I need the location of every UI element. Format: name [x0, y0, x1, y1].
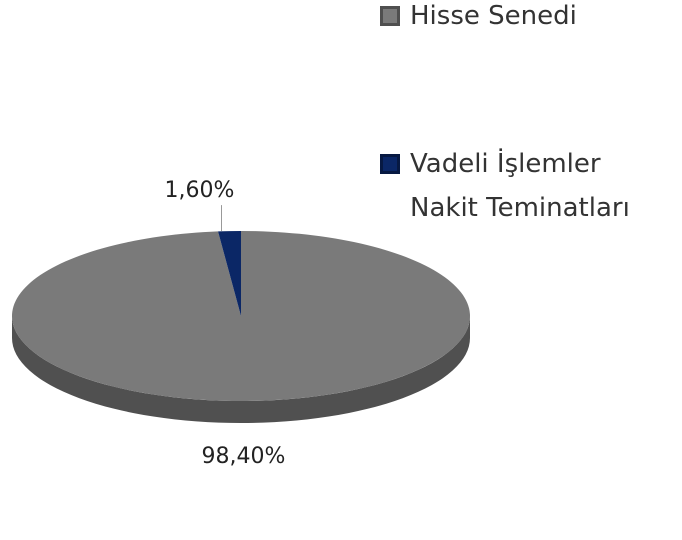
legend-label: Vadeli İşlemler Nakit Teminatları [410, 149, 630, 223]
legend-swatch [380, 6, 400, 26]
pie-slice [218, 231, 241, 316]
data-label: 98,40% [202, 444, 286, 469]
pie-side [12, 316, 470, 423]
legend-swatch [380, 154, 400, 174]
legend-label: Hisse Senedi [410, 1, 577, 31]
data-label: 1,60% [165, 178, 235, 203]
